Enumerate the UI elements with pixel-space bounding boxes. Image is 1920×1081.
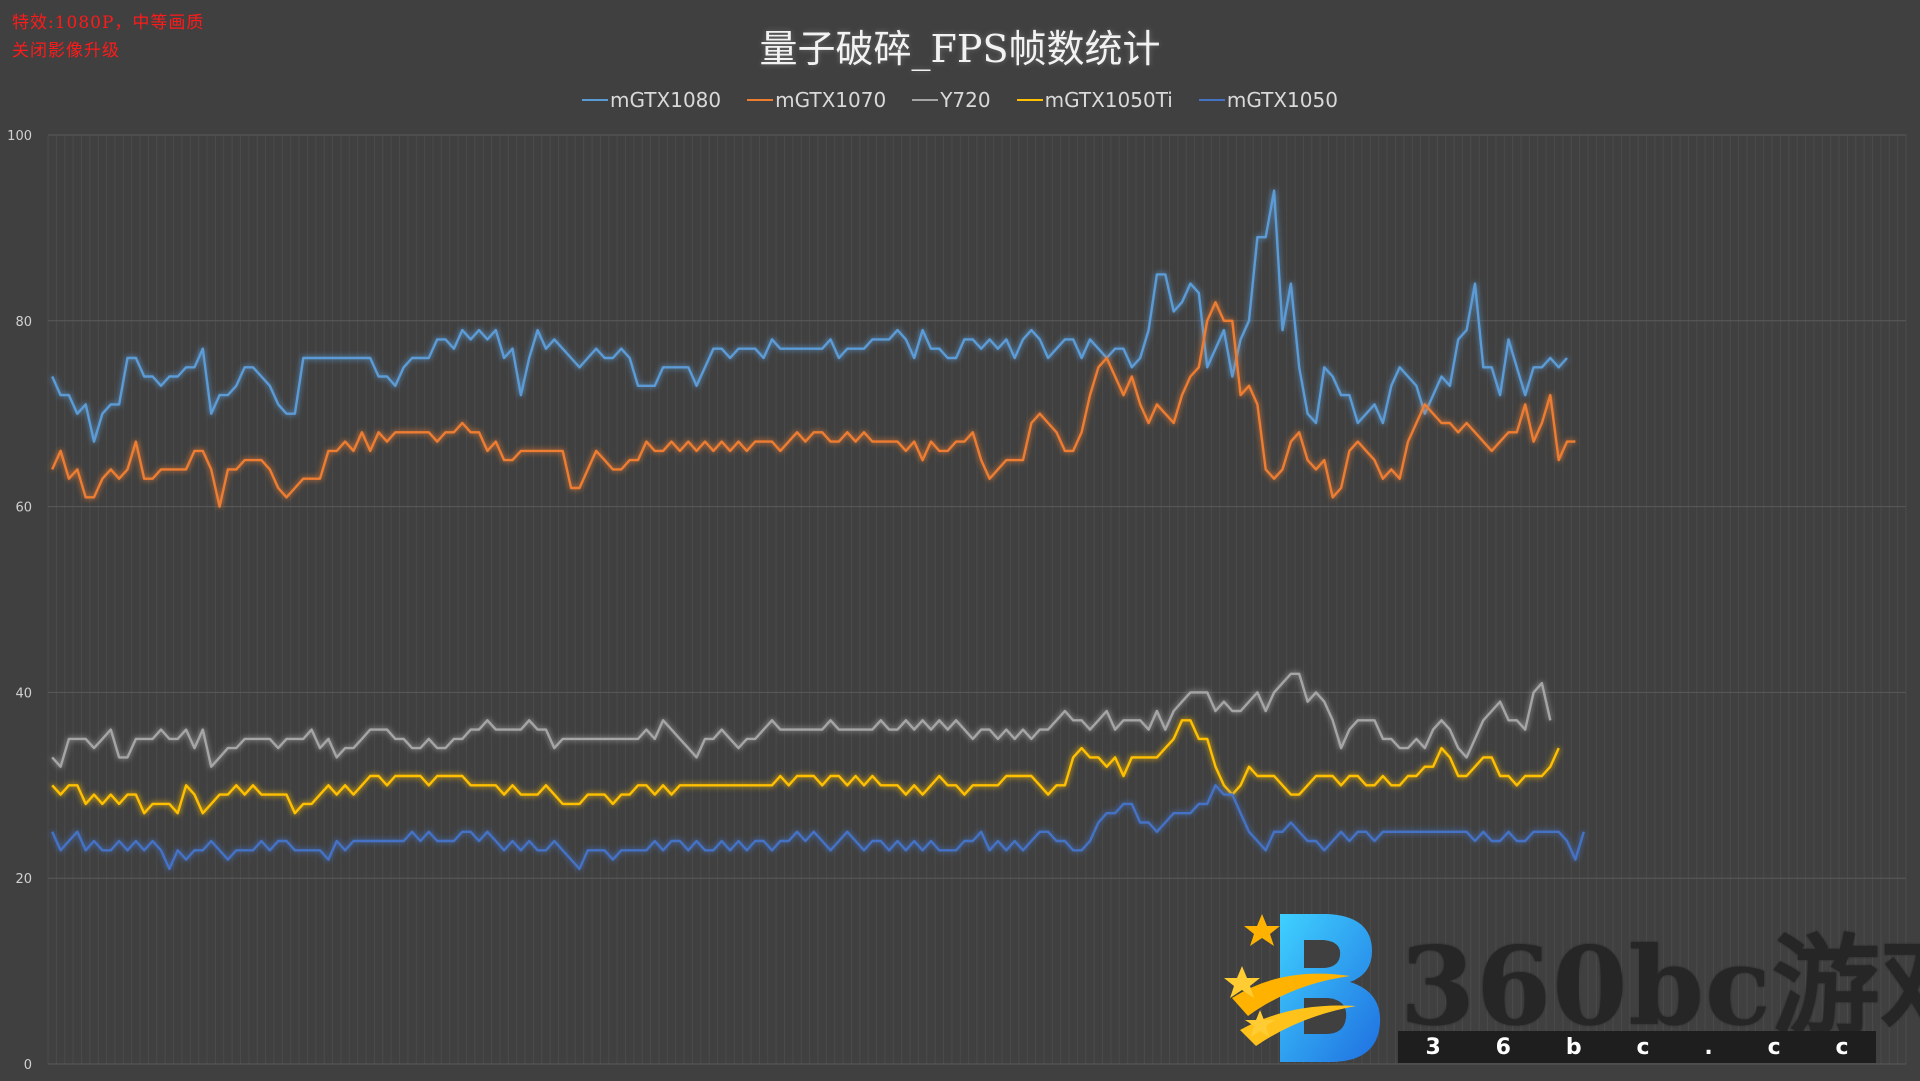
legend-item: mGTX1050 <box>1198 88 1338 112</box>
y-tick-label: 100 <box>7 129 32 144</box>
series-layer <box>51 189 1585 871</box>
series-line-y720 <box>51 672 1552 768</box>
watermark-url-char: c <box>1767 1034 1781 1060</box>
legend-swatch <box>1198 99 1225 101</box>
series-line-mgtx1080 <box>51 189 1568 443</box>
watermark-brand: 360bc游戏 <box>1400 924 1920 1050</box>
y-tick-label: 0 <box>24 1058 32 1073</box>
settings-note-line2: 关闭影像升级 <box>12 41 120 61</box>
legend-swatch <box>747 99 774 101</box>
watermark-url-char: b <box>1565 1034 1582 1060</box>
watermark-url-char: c <box>1835 1034 1849 1060</box>
series-line-mgtx1050 <box>51 784 1585 871</box>
watermark-url-char: 3 <box>1425 1034 1441 1060</box>
y-axis: 0 20 40 60 80 100 <box>7 129 32 1073</box>
legend-item: Y720 <box>912 88 991 112</box>
y-tick-label: 20 <box>15 872 32 887</box>
series-line-mgtx1070 <box>51 301 1576 508</box>
legend-label: mGTX1050 <box>1226 88 1338 112</box>
legend-label: Y720 <box>940 88 991 112</box>
legend-item: mGTX1070 <box>747 88 886 112</box>
watermark-url-char: . <box>1704 1034 1713 1060</box>
watermark: 360bc游戏 3 6 b c . c c <box>1222 906 1920 1068</box>
settings-note-line1: 特效:1080P，中等画质 <box>12 13 205 33</box>
y-tick-label: 40 <box>15 686 32 701</box>
watermark-url-char: c <box>1636 1034 1650 1060</box>
legend-swatch <box>582 99 609 101</box>
watermark-url-char: 6 <box>1495 1034 1511 1060</box>
y-tick-label: 80 <box>15 315 32 330</box>
legend-item: mGTX1080 <box>582 88 721 112</box>
legend-item: mGTX1050Ti <box>1016 88 1173 112</box>
y-tick-label: 60 <box>15 501 32 516</box>
legend-label: mGTX1080 <box>610 88 722 112</box>
watermark-logo-icon <box>1224 914 1381 1062</box>
series-line-mgtx1050ti <box>51 719 1560 815</box>
legend-swatch <box>1016 99 1043 101</box>
chart-legend: mGTX1080 mGTX1070 Y720 mGTX1050Ti mGTX10… <box>0 88 1920 112</box>
legend-label: mGTX1070 <box>775 88 887 112</box>
grid-layer <box>47 134 1907 1065</box>
chart-title: 量子破碎_FPS帧数统计 <box>759 27 1161 71</box>
legend-label: mGTX1050Ti <box>1044 88 1173 112</box>
watermark-url-bar: 3 6 b c . c c <box>1398 1031 1876 1063</box>
legend-swatch <box>912 99 939 101</box>
